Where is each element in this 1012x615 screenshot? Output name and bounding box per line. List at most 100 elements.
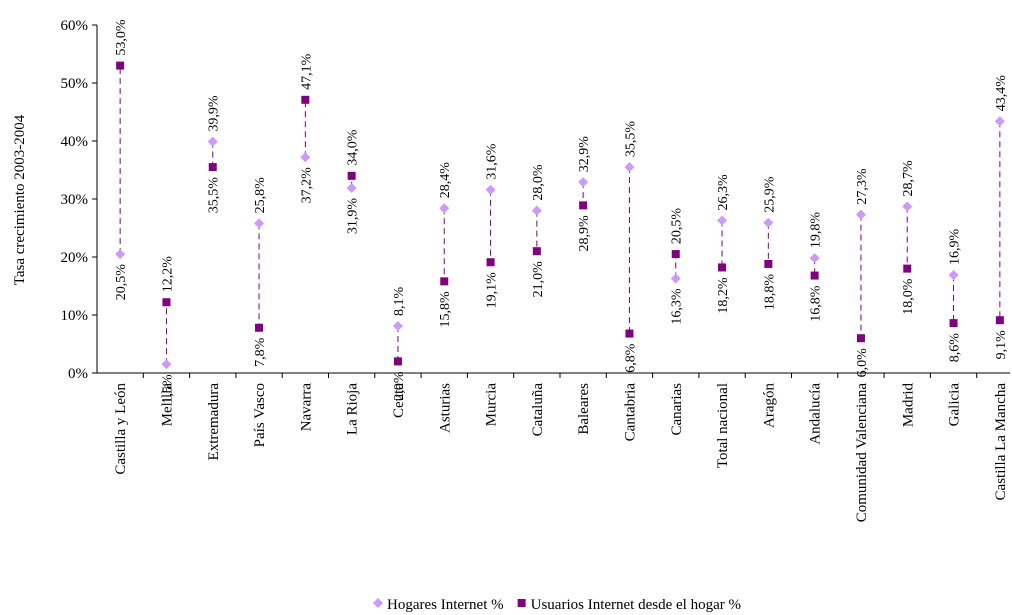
square-marker — [347, 171, 356, 180]
data-label: 1,5% — [160, 374, 175, 404]
data-label: 31,6% — [485, 143, 500, 180]
x-tick-label: Andalucía — [808, 383, 824, 445]
y-tick-label: 50% — [61, 76, 89, 92]
data-label: 16,3% — [670, 288, 685, 325]
y-tick-label: 10% — [61, 308, 89, 324]
diamond-marker — [624, 162, 635, 173]
data-label: 6,0% — [855, 348, 870, 378]
data-label: 32,9% — [577, 136, 592, 173]
data-label: 21,0% — [531, 261, 546, 298]
data-label: 28,0% — [531, 164, 546, 201]
data-label: 25,8% — [253, 177, 268, 214]
square-marker — [625, 329, 634, 338]
x-tick-label: Cataluña — [530, 383, 546, 437]
diamond-marker — [161, 359, 172, 370]
diamond-marker — [763, 217, 774, 228]
square-marker — [162, 298, 171, 307]
x-tick-label: Melilla — [159, 383, 175, 427]
legend-marker — [373, 598, 384, 608]
data-label: 43,4% — [994, 75, 1009, 112]
diamond-marker — [717, 215, 728, 226]
x-tick-label: Murcia — [484, 383, 500, 427]
square-marker — [579, 201, 588, 210]
x-tick-label: Madrid — [900, 383, 916, 428]
x-tick-label: Navarra — [298, 383, 314, 432]
data-label: 35,5% — [207, 177, 222, 214]
square-marker — [486, 258, 495, 267]
data-label: 20,5% — [670, 208, 685, 245]
data-label: 7,8% — [253, 337, 268, 367]
diamond-marker — [392, 321, 403, 332]
diamond-marker — [670, 273, 681, 284]
data-label: 20,5% — [114, 264, 129, 301]
diamond-marker — [207, 136, 218, 147]
y-tick-label: 40% — [61, 134, 89, 150]
x-tick-label: Aragón — [761, 383, 777, 428]
y-tick-label: 30% — [61, 192, 89, 208]
data-label: 9,1% — [994, 330, 1009, 360]
diamond-marker — [994, 116, 1005, 127]
square-marker — [301, 95, 310, 104]
diamond-marker — [855, 209, 866, 220]
data-label: 16,9% — [948, 228, 963, 265]
square-marker — [856, 334, 865, 343]
data-label: 25,9% — [762, 176, 777, 213]
diamond-marker — [485, 184, 496, 195]
y-tick-label: 0% — [68, 366, 88, 382]
data-label: 8,6% — [948, 333, 963, 363]
y-tick-label: 20% — [61, 250, 89, 266]
data-label: 18,8% — [762, 274, 777, 311]
square-marker — [903, 264, 912, 273]
data-label: 28,4% — [438, 162, 453, 199]
square-marker — [393, 357, 402, 366]
data-label: 18,2% — [716, 277, 731, 314]
square-marker — [764, 259, 773, 268]
data-label: 28,7% — [901, 160, 916, 197]
data-label: 28,9% — [577, 215, 592, 252]
square-marker — [718, 263, 727, 272]
data-label: 18,0% — [901, 278, 916, 315]
diamond-marker — [300, 152, 311, 163]
x-tick-label: Castilla La Mancha — [993, 383, 1009, 501]
diamond-marker — [902, 201, 913, 212]
data-label: 19,8% — [809, 212, 824, 249]
x-tick-label: Total nacional — [715, 383, 731, 468]
diamond-marker — [346, 182, 357, 193]
diamond-marker — [948, 269, 959, 280]
data-label: 34,0% — [346, 129, 361, 166]
y-axis-title: Tasa crecimiento 2003-2004 — [12, 114, 28, 285]
legend: Hogares Internet % Usuarios Internet desd… — [373, 597, 741, 613]
x-tick-label: La Rioja — [345, 383, 361, 435]
diamond-marker — [531, 205, 542, 216]
legend-marker — [517, 599, 526, 607]
x-tick-label: Castilla y León — [113, 383, 129, 475]
square-marker — [995, 316, 1004, 325]
x-tick-label: Asturias — [437, 383, 453, 433]
data-label: 6,8% — [623, 343, 638, 373]
x-tick-label: Cantabria — [622, 383, 638, 442]
y-tick-label: 60% — [61, 18, 89, 34]
legend-label: Usuarios Internet desde el hogar % — [531, 597, 741, 613]
x-tick-label: Extremadura — [206, 383, 222, 461]
x-tick-label: Galicia — [947, 383, 963, 427]
data-label: 15,8% — [438, 291, 453, 328]
x-tick-label: País Vasco — [252, 383, 268, 447]
data-label: 27,3% — [855, 168, 870, 205]
square-marker — [116, 61, 125, 70]
data-label: 8,1% — [392, 287, 407, 317]
data-label: 2,0% — [392, 371, 407, 401]
diamond-marker — [439, 203, 450, 214]
data-label: 35,5% — [623, 121, 638, 158]
data-label: 16,8% — [809, 285, 824, 322]
square-marker — [532, 247, 541, 256]
data-label: 47,1% — [299, 53, 314, 90]
square-marker — [208, 163, 217, 172]
square-marker — [440, 277, 449, 286]
x-tick-label: Canarias — [669, 383, 685, 436]
square-marker — [949, 319, 958, 328]
data-label: 39,9% — [207, 95, 222, 132]
data-label: 12,2% — [160, 256, 175, 293]
square-marker — [671, 250, 680, 259]
